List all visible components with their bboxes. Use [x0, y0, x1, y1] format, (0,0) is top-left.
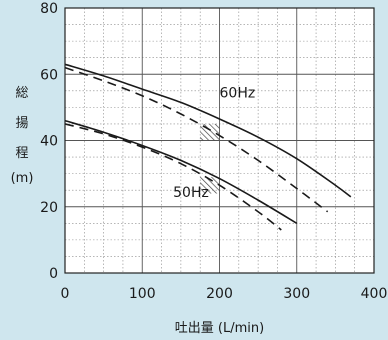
- y-axis-title-part: 程: [15, 146, 28, 161]
- x-tick-label: 300: [283, 286, 310, 302]
- series-line-50hz-dashed: [64, 123, 282, 231]
- x-tick-label: 200: [206, 286, 233, 302]
- y-axis-title-part: (m): [11, 171, 34, 186]
- x-tick-label: 400: [361, 286, 388, 302]
- series-line-60hz-dashed: [64, 66, 329, 213]
- hatch-region: [200, 123, 220, 141]
- series-line-60hz-solid: [64, 63, 352, 198]
- y-tick-label: 20: [40, 200, 58, 216]
- y-axis-title-part: 総: [15, 86, 28, 101]
- y-tick-label: 40: [40, 134, 58, 150]
- labels: 0 100 200 300 400 0 20 40 60 80 吐出量 (L/min) 総揚程 (m) 6…: [11, 1, 388, 336]
- x-axis-title: 吐出量 (L/min): [175, 321, 264, 336]
- series-line-50hz-solid: [64, 119, 298, 224]
- x-tick-label: 100: [129, 286, 156, 302]
- y-tick-label: 60: [40, 67, 58, 83]
- series-annotation: 50Hz: [173, 185, 209, 201]
- plot-frame: [64, 7, 375, 274]
- x-tick-label: 0: [61, 286, 70, 302]
- hatch-region: [200, 176, 220, 194]
- series-lines: [64, 63, 352, 231]
- axes: [64, 7, 375, 274]
- hatch-regions: [200, 123, 220, 194]
- y-axis-title-part: 揚: [15, 115, 28, 131]
- series-annotation: 60Hz: [220, 85, 256, 101]
- y-tick-label: 80: [40, 1, 58, 17]
- y-tick-label: 0: [49, 266, 58, 282]
